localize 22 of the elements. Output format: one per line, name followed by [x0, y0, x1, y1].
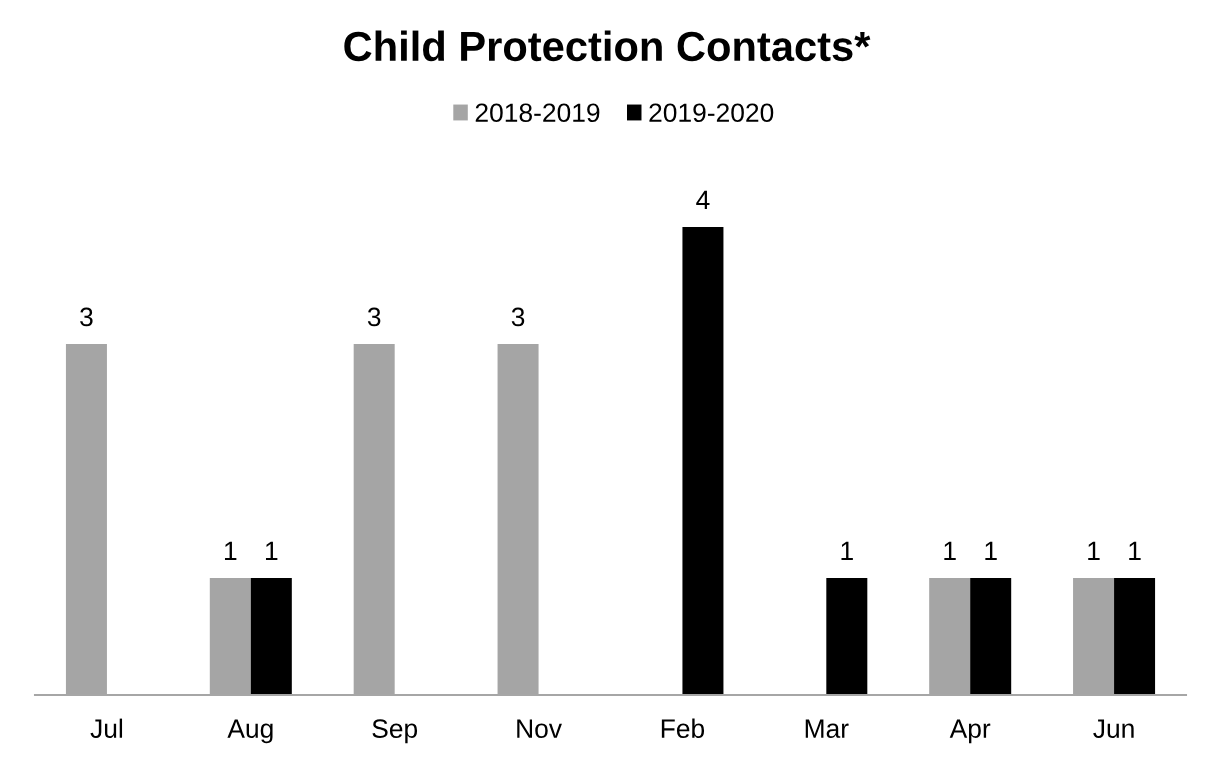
- data-label: 3: [367, 307, 381, 327]
- chart-title: Child Protection Contacts*: [344, 30, 871, 62]
- data-label: 1: [1129, 541, 1141, 561]
- data-label: 1: [841, 541, 853, 561]
- data-label: 3: [511, 307, 525, 327]
- x-tick-label: Feb: [661, 718, 705, 738]
- data-label: 1: [944, 541, 956, 561]
- x-tick-label: Nov: [517, 719, 562, 738]
- data-label: 1: [224, 541, 237, 561]
- x-tick-label: Aug: [227, 719, 273, 744]
- data-label: 4: [696, 190, 710, 210]
- data-label: 3: [80, 307, 93, 327]
- data-label: 1: [985, 541, 997, 561]
- x-tick-label: Jul: [90, 718, 123, 738]
- legend-label: 2018-2019: [475, 103, 600, 123]
- data-label: 1: [265, 541, 278, 561]
- x-tick-label: Jun: [1093, 719, 1134, 738]
- data-label: 1: [1088, 541, 1100, 561]
- x-tick-label: Mar: [805, 719, 849, 738]
- legend-label: 2019-2020: [649, 103, 774, 123]
- x-tick-label: Apr: [949, 719, 991, 744]
- x-tick-label: Sep: [372, 719, 418, 744]
